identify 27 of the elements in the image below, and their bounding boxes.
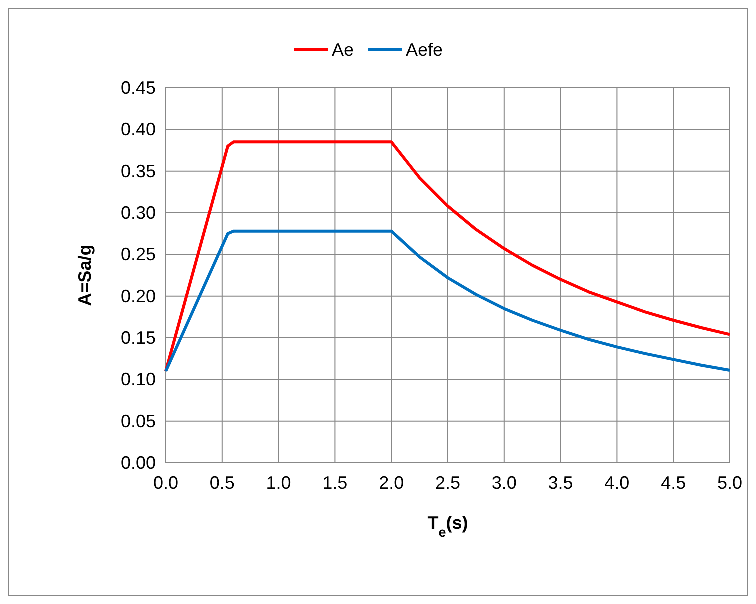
y-tick-label: 0.45: [120, 78, 156, 98]
x-tick-label: 2.0: [379, 473, 404, 493]
x-tick-label: 5.0: [717, 473, 743, 493]
legend-label: Ae: [332, 40, 354, 60]
y-tick-label: 0.05: [120, 411, 156, 432]
line-series: [164, 230, 732, 373]
x-tick-label: 1.0: [266, 473, 292, 493]
y-tick-label: 0.10: [120, 370, 156, 390]
x-tick-label: 0.0: [153, 473, 179, 493]
x-tick-label: 2.5: [435, 473, 461, 493]
y-tick-label: 0.15: [120, 328, 156, 348]
line-series: [164, 140, 732, 373]
x-tick-label: 1.5: [322, 473, 348, 493]
y-axis-title: A=Sa/g: [75, 244, 95, 306]
y-tick-label: 0.40: [120, 120, 156, 140]
x-tick-label: 4.5: [661, 473, 686, 493]
x-tick-label: 4.0: [604, 473, 630, 493]
legend-label: Aefe: [406, 40, 444, 60]
y-tick-label: 0.30: [120, 203, 156, 223]
y-tick-label: 0.35: [120, 161, 156, 182]
x-tick-label: 3.0: [492, 473, 517, 493]
y-tick-label: 0.20: [120, 286, 156, 306]
x-axis-title: T$_{e}$(s): [428, 513, 468, 540]
y-tick-label: 0.00: [120, 453, 156, 473]
y-tick-label: 0.25: [120, 244, 156, 265]
x-tick-label: 0.5: [210, 473, 235, 493]
x-tick-label: 3.5: [548, 473, 574, 493]
